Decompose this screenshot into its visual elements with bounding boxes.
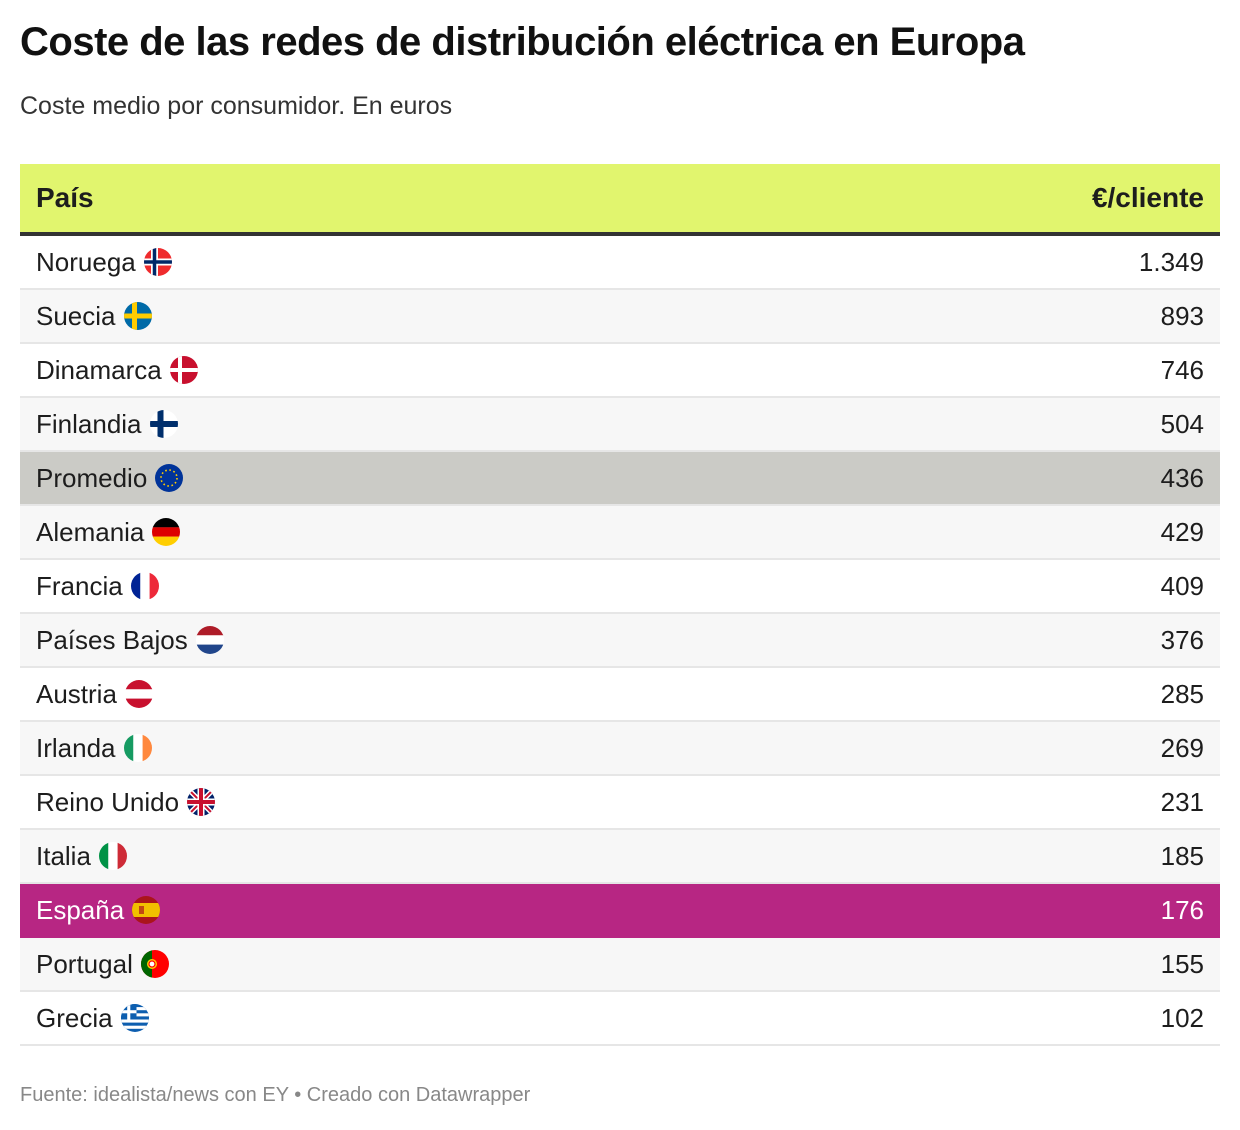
country-cell: Alemania: [36, 516, 181, 548]
table-row: Finlandia 504: [20, 398, 1220, 452]
country-name: Italia: [36, 840, 91, 871]
country-name: Noruega: [36, 246, 136, 277]
flag-de-icon: [152, 518, 181, 546]
table-row: Países Bajos 376: [20, 614, 1220, 668]
country-name: España: [36, 894, 125, 925]
page-title: Coste de las redes de distribución eléct…: [20, 20, 1025, 64]
country-cell: Grecia: [36, 1003, 149, 1034]
value-cell: 429: [1160, 516, 1204, 547]
country-cell: Austria: [36, 679, 153, 710]
country-name: Portugal: [36, 948, 133, 979]
table-row: Portugal 155: [20, 938, 1220, 992]
flag-no-icon: [143, 248, 172, 276]
country-name: Francia: [36, 570, 123, 601]
flag-dk-icon: [169, 356, 198, 384]
table-row: Dinamarca 746: [20, 344, 1220, 398]
value-cell: 269: [1160, 732, 1204, 763]
flag-es-icon: [132, 896, 161, 924]
country-cell: Promedio: [36, 462, 184, 494]
country-name: Reino Unido: [36, 786, 180, 817]
table-row: Alemania 429: [20, 506, 1220, 560]
table-body: Noruega 1.349 Suecia 893 Dinamarca 746 Finland…: [20, 236, 1220, 1046]
country-cell: Irlanda: [36, 733, 152, 764]
country-cell: Suecia: [36, 301, 152, 332]
table-row: Suecia 893: [20, 290, 1220, 344]
table-row: Reino Unido 231: [20, 776, 1220, 830]
flag-gb-icon: [187, 788, 216, 816]
flag-gr-icon: [120, 1004, 149, 1032]
value-cell: 155: [1160, 948, 1204, 979]
value-cell: 185: [1160, 840, 1204, 871]
flag-ie-icon: [123, 734, 152, 762]
column-header-country[interactable]: País: [36, 182, 94, 213]
country-name: Dinamarca: [36, 354, 162, 385]
value-cell: 102: [1160, 1002, 1204, 1033]
country-name: Alemania: [36, 516, 145, 547]
value-cell: 893: [1160, 300, 1204, 331]
source-footer: Fuente: idealista/news con EY • Creado c…: [20, 1084, 531, 1106]
country-name: Países Bajos: [36, 624, 188, 655]
flag-pt-icon: [140, 950, 169, 978]
country-cell: Finlandia: [36, 409, 178, 440]
country-cell: Países Bajos: [36, 625, 224, 656]
country-cell: Reino Unido: [36, 786, 216, 818]
flag-it-icon: [98, 842, 127, 870]
value-cell: 504: [1160, 408, 1204, 439]
table-row: Promedio 436: [20, 452, 1220, 506]
subtitle: Coste medio por consumidor. En euros: [20, 92, 453, 120]
country-cell: Francia: [36, 571, 159, 602]
value-cell: 436: [1160, 462, 1204, 493]
country-cell: España: [36, 894, 161, 926]
column-header-value[interactable]: €/cliente: [1091, 182, 1204, 213]
value-cell: 409: [1160, 570, 1204, 601]
country-cell: Italia: [36, 841, 127, 872]
table-header: País €/cliente: [20, 164, 1220, 236]
country-name: Irlanda: [36, 732, 116, 763]
flag-at-icon: [124, 680, 153, 708]
table-row: Francia 409: [20, 560, 1220, 614]
value-cell: 176: [1160, 894, 1204, 925]
table-row: Austria 285: [20, 668, 1220, 722]
flag-eu-icon: [155, 464, 184, 492]
value-cell: 1.349: [1138, 246, 1204, 277]
flag-fi-icon: [149, 410, 178, 438]
flag-fr-icon: [130, 572, 159, 600]
value-cell: 746: [1160, 354, 1204, 385]
value-cell: 285: [1160, 678, 1204, 709]
table-row: España 176: [20, 884, 1220, 938]
country-name: Promedio: [36, 462, 148, 493]
table-row: Irlanda 269: [20, 722, 1220, 776]
country-name: Suecia: [36, 300, 116, 331]
country-name: Austria: [36, 678, 117, 709]
data-table: País €/cliente Noruega 1.349 Suecia 893 Dina…: [20, 164, 1220, 1046]
flag-se-icon: [123, 302, 152, 330]
value-cell: 376: [1160, 624, 1204, 655]
value-cell: 231: [1160, 786, 1204, 817]
table-row: Noruega 1.349: [20, 236, 1220, 290]
table-row: Italia 185: [20, 830, 1220, 884]
flag-nl-icon: [195, 626, 224, 654]
country-name: Finlandia: [36, 408, 142, 439]
table-row: Grecia 102: [20, 992, 1220, 1046]
country-name: Grecia: [36, 1002, 113, 1033]
country-cell: Dinamarca: [36, 355, 198, 386]
country-cell: Noruega: [36, 247, 172, 278]
country-cell: Portugal: [36, 949, 169, 980]
